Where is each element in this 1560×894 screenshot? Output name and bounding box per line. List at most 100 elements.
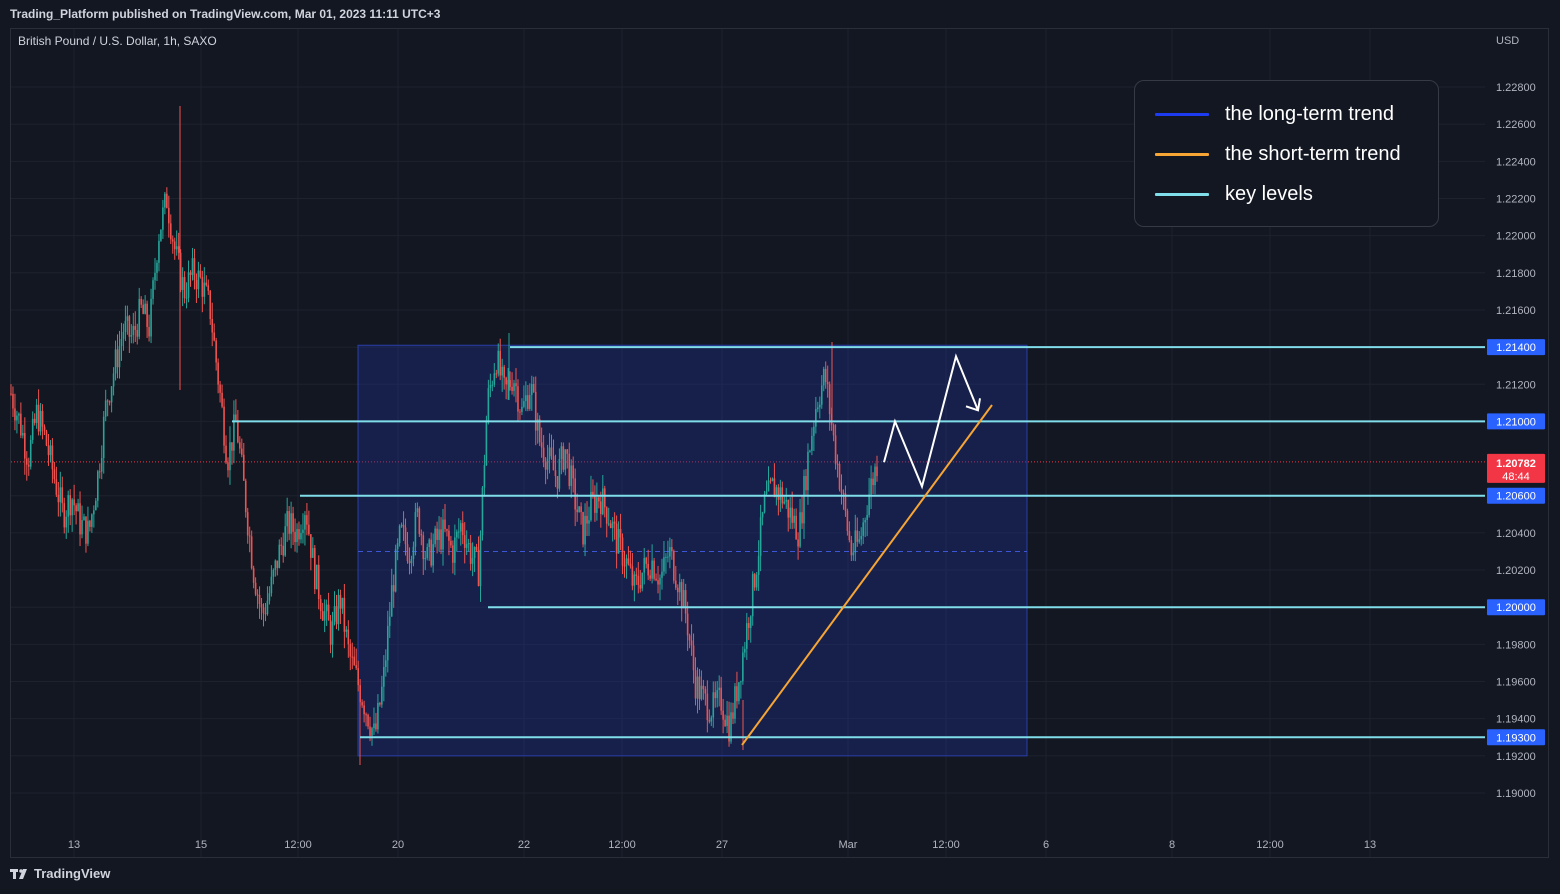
candle-body bbox=[736, 686, 738, 702]
candle-body bbox=[631, 566, 634, 586]
candle-body bbox=[680, 582, 683, 609]
candle-body bbox=[229, 442, 231, 471]
candle-body bbox=[850, 540, 853, 556]
time-axis[interactable]: 13 15 12:00 20 22 12:00 27 Mar 12:00 6 8 12:00 13 bbox=[68, 839, 1376, 851]
candle-body bbox=[809, 450, 811, 452]
candle-body bbox=[676, 587, 679, 593]
candle-body bbox=[674, 580, 677, 588]
candle-body bbox=[156, 262, 158, 273]
candle-body bbox=[75, 505, 77, 512]
candle-body bbox=[653, 560, 655, 579]
candle-body bbox=[688, 635, 691, 641]
candle-body bbox=[556, 476, 559, 489]
price-axis[interactable]: 1.19000 1.19200 1.19400 1.19600 1.19800 1.200… bbox=[1487, 35, 1545, 800]
candle-body bbox=[254, 582, 257, 595]
candle-body bbox=[112, 373, 115, 387]
candle-body bbox=[501, 366, 503, 376]
candle-body bbox=[444, 519, 446, 530]
candle-body bbox=[637, 575, 640, 585]
legend-swatch-short-term bbox=[1155, 153, 1209, 156]
y-tick-label: 1.22400 bbox=[1496, 156, 1536, 168]
candle-body bbox=[266, 600, 269, 614]
candle-body bbox=[333, 606, 336, 622]
candle-body bbox=[521, 406, 523, 412]
candle-body bbox=[511, 386, 513, 391]
candle-body bbox=[479, 535, 482, 587]
tradingview-logo[interactable]: TradingView bbox=[10, 866, 110, 881]
candle-body bbox=[116, 349, 119, 368]
candle-body bbox=[574, 478, 576, 510]
candle-body bbox=[47, 445, 50, 456]
candle-body bbox=[493, 373, 496, 385]
candle-body bbox=[509, 380, 511, 387]
candle-body bbox=[469, 543, 472, 564]
candle-body bbox=[408, 561, 411, 564]
candle-body bbox=[580, 506, 582, 513]
candle-body bbox=[661, 571, 663, 578]
candle-body bbox=[325, 604, 328, 612]
candle-body bbox=[822, 368, 825, 386]
candle-body bbox=[148, 326, 150, 337]
candle-body bbox=[203, 282, 206, 297]
candle-body bbox=[146, 303, 148, 327]
key-level-price-tag bbox=[1487, 729, 1545, 746]
candle-body bbox=[820, 385, 823, 405]
candle-body bbox=[312, 548, 314, 558]
y-tick-label: 1.21600 bbox=[1496, 305, 1536, 317]
candle-body bbox=[448, 530, 450, 541]
candle-body bbox=[457, 531, 460, 533]
x-tick-label: 15 bbox=[195, 839, 207, 851]
candle-body bbox=[671, 547, 673, 552]
candle-body bbox=[497, 350, 500, 374]
candle-body bbox=[300, 533, 302, 540]
candle-body bbox=[154, 272, 156, 281]
short-term-trend-line bbox=[741, 404, 993, 746]
candle-body bbox=[260, 603, 263, 608]
publish-header: Trading_Platform published on TradingVie… bbox=[0, 0, 1560, 28]
candle-body bbox=[477, 549, 480, 587]
candle-body bbox=[270, 576, 273, 594]
candle-body bbox=[51, 445, 54, 470]
x-tick-label: 20 bbox=[392, 839, 404, 851]
candle-body bbox=[110, 386, 113, 403]
candle-body bbox=[740, 681, 742, 683]
candle-body bbox=[489, 384, 492, 389]
candle-body bbox=[438, 529, 440, 540]
candle-body bbox=[641, 572, 644, 589]
candle-body bbox=[824, 368, 827, 383]
candle-body bbox=[73, 499, 75, 506]
candle-body bbox=[572, 465, 575, 479]
candle-body bbox=[797, 539, 799, 547]
candle-body bbox=[576, 509, 578, 513]
x-tick-label: 22 bbox=[518, 839, 530, 851]
countdown-label: 48:44 bbox=[1502, 471, 1530, 483]
candle-body bbox=[272, 570, 275, 577]
candle-body bbox=[239, 442, 241, 449]
candle-body bbox=[355, 665, 358, 669]
candle-body bbox=[392, 585, 395, 592]
candle-body bbox=[530, 383, 533, 395]
y-tick-label: 1.22600 bbox=[1496, 119, 1536, 131]
candle-body bbox=[160, 229, 162, 241]
candle-body bbox=[621, 537, 624, 566]
candle-body bbox=[91, 514, 93, 527]
legend-swatch-key-levels bbox=[1155, 193, 1209, 196]
candle-body bbox=[128, 316, 131, 337]
x-tick-label: 13 bbox=[68, 839, 80, 851]
candle-body bbox=[779, 487, 782, 500]
candle-body bbox=[280, 544, 283, 546]
candle-body bbox=[264, 613, 267, 615]
candle-body bbox=[714, 692, 717, 699]
candle-body bbox=[369, 726, 371, 736]
candle-body bbox=[152, 280, 154, 299]
candle-body bbox=[248, 535, 251, 537]
candle-body bbox=[710, 717, 713, 722]
candle-body bbox=[749, 616, 752, 628]
candle-body bbox=[284, 526, 287, 556]
candle-body bbox=[233, 414, 235, 451]
candle-body bbox=[704, 689, 707, 694]
candle-body bbox=[600, 501, 602, 515]
candle-body bbox=[807, 451, 809, 491]
candle-body bbox=[673, 551, 675, 581]
candle-body bbox=[41, 410, 44, 427]
